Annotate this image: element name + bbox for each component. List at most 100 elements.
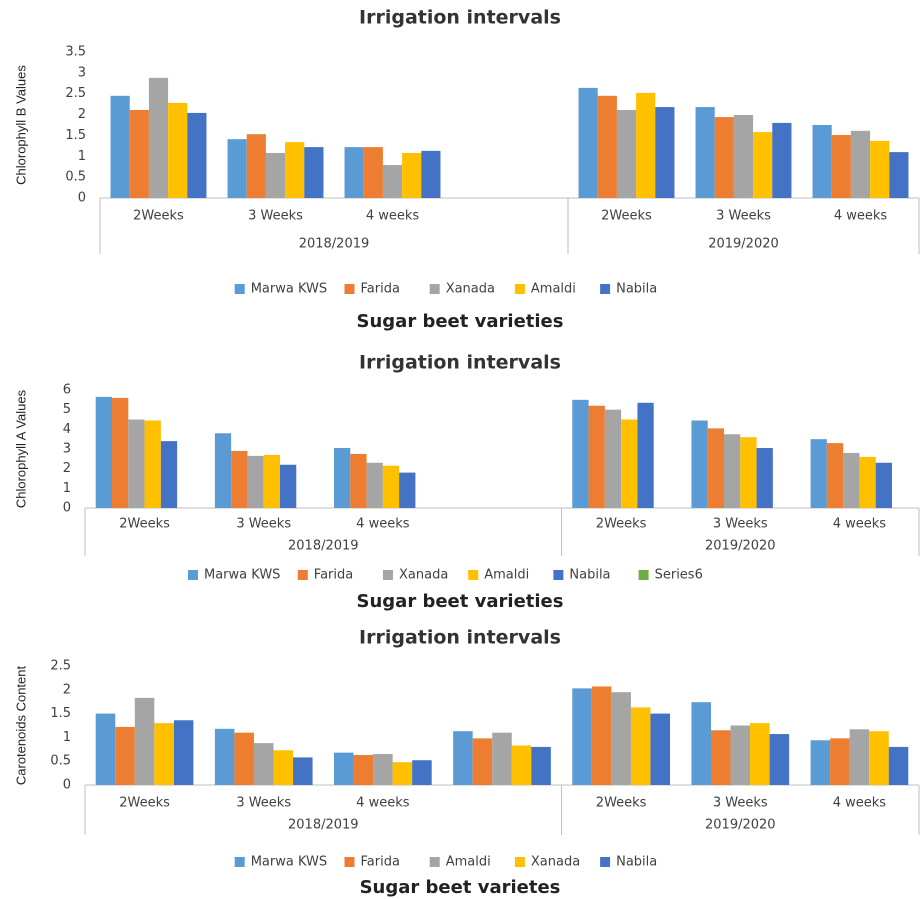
group-label: 2018/2019 [288, 818, 359, 833]
bar [733, 114, 754, 198]
legend-label: Xanada [446, 282, 495, 297]
group-label: 2019/2020 [708, 237, 779, 252]
y-tick-label: 2.5 [65, 86, 86, 101]
x-tick-label: 3 Weeks [236, 796, 291, 811]
x-tick-label: 2Weeks [119, 517, 170, 532]
bar [810, 740, 831, 785]
bar [740, 437, 757, 508]
bar [382, 165, 403, 198]
legend-label: Marwa KWS [251, 855, 327, 870]
bar [279, 464, 297, 508]
y-tick-label: 3.5 [65, 45, 86, 60]
bar [144, 420, 161, 508]
bar [344, 147, 364, 198]
legend-swatch [429, 284, 440, 294]
y-tick-label: 1 [63, 730, 71, 745]
bar [859, 456, 876, 508]
bar [650, 713, 670, 785]
x-tick-label: 2Weeks [601, 209, 652, 224]
legend-swatch [600, 857, 611, 867]
legend-label: Farida [361, 855, 400, 870]
bar [353, 755, 374, 785]
bar [334, 752, 354, 785]
x-tick-label: 2Weeks [119, 796, 170, 811]
bar [572, 399, 589, 508]
bar [888, 746, 909, 785]
y-tick-label: 3 [78, 65, 86, 80]
x-tick-label: 3 Weeks [716, 209, 771, 224]
bar [246, 134, 266, 198]
bar [831, 135, 851, 198]
bar [392, 762, 413, 785]
x-tick-label: 3 Weeks [236, 517, 291, 532]
x-tick-label: 2Weeks [596, 796, 647, 811]
bar [293, 757, 313, 785]
bar [214, 433, 232, 508]
bar [231, 450, 248, 508]
y-tick-label: 2 [63, 682, 71, 697]
group-label: 2018/2019 [288, 539, 359, 554]
legend-swatch [234, 857, 245, 867]
legend-label: Amaldi [531, 282, 576, 297]
bar [531, 746, 551, 785]
bar [591, 686, 612, 785]
bar [810, 439, 827, 508]
bar [753, 132, 773, 198]
y-tick-label: 2 [63, 461, 71, 476]
bar [234, 732, 254, 785]
legend-swatch [344, 857, 355, 867]
bar [691, 420, 708, 508]
bar [214, 728, 235, 785]
bar [707, 428, 725, 508]
bar [636, 92, 656, 198]
x-axis-title: Sugar beet varieties [357, 311, 564, 332]
y-tick-label: 0 [63, 778, 71, 793]
bar [334, 448, 351, 508]
bar [604, 409, 622, 508]
bar [691, 702, 711, 785]
bar [695, 107, 715, 198]
x-tick-label: 4 weeks [833, 796, 887, 811]
bar [350, 453, 367, 508]
legend-label: Amaldi [484, 568, 529, 583]
bar [173, 720, 194, 785]
legend-label: Xanada [399, 568, 448, 583]
bar [492, 732, 512, 785]
bar [637, 402, 654, 508]
bar [247, 455, 264, 508]
bar [870, 140, 890, 198]
bar [134, 697, 155, 785]
legend-swatch [234, 284, 245, 294]
legend-swatch [297, 570, 308, 580]
bar [128, 419, 145, 508]
x-tick-label: 4 weeks [356, 517, 410, 532]
bar [730, 725, 751, 785]
bar [597, 95, 617, 198]
bar [714, 117, 734, 198]
bar [830, 738, 850, 785]
y-tick-label: 5 [63, 402, 71, 417]
legend-swatch [600, 284, 611, 294]
chart-title: Irrigation intervals [359, 7, 561, 29]
legend-label: Nabila [616, 855, 657, 870]
bar [588, 405, 605, 508]
y-tick-label: 0.5 [50, 754, 71, 769]
legend-swatch [514, 284, 525, 294]
x-tick-label: 2Weeks [133, 209, 184, 224]
bar [616, 109, 637, 198]
y-tick-label: 1 [78, 149, 86, 164]
bar [472, 738, 493, 785]
y-tick-label: 1.5 [50, 706, 71, 721]
legend-swatch [553, 570, 564, 580]
bar [812, 125, 832, 198]
x-axis-title: Sugar beet varietes [360, 877, 561, 898]
bar [373, 754, 393, 785]
bar [849, 729, 870, 785]
bar [263, 454, 280, 508]
bar [253, 743, 274, 785]
bar [630, 707, 651, 785]
bar [421, 150, 441, 198]
x-tick-label: 3 Weeks [713, 796, 768, 811]
legend-swatch [468, 570, 479, 580]
x-tick-label: 4 weeks [356, 796, 410, 811]
